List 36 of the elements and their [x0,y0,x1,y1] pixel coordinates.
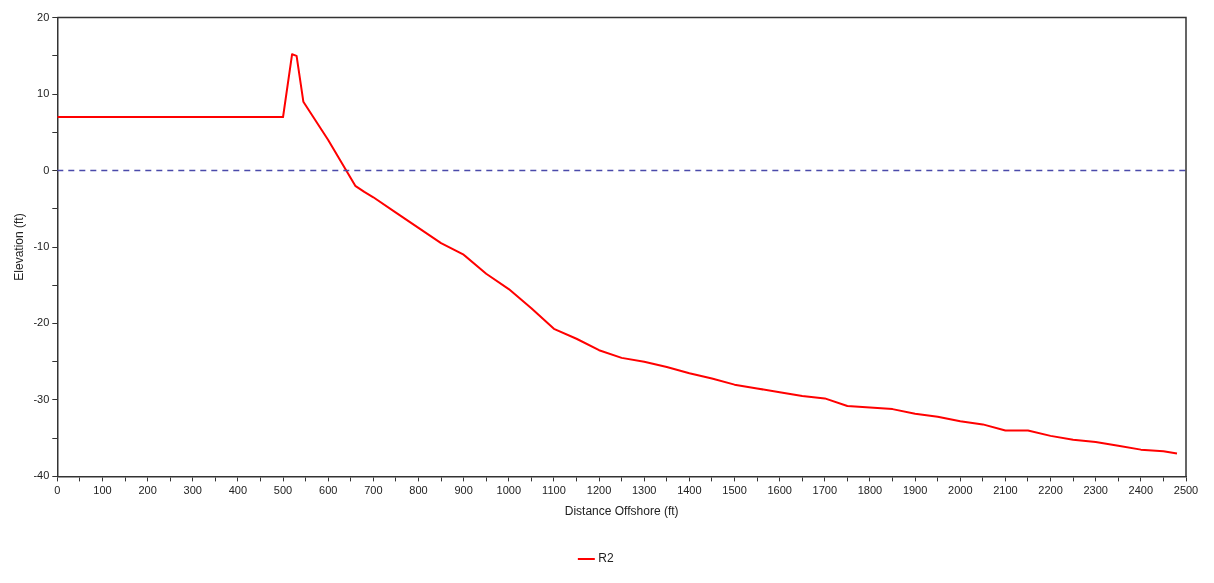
x-tick-label: 1200 [586,484,612,497]
x-tick-label: 800 [409,484,428,497]
y-tick-label: -10 [33,240,50,253]
y-tick-label: 10 [37,87,50,100]
x-tick-label: 1100 [542,484,566,497]
x-tick-label: 400 [228,484,248,497]
x-tick-label: 1500 [722,484,747,497]
y-tick-label: -20 [33,316,50,329]
x-tick-label: 1700 [812,484,838,497]
x-tick-label: 2300 [1083,484,1108,497]
x-tick-label: 1300 [631,484,657,497]
x-tick-label: 2400 [1128,484,1154,497]
x-tick-label: 900 [454,484,473,497]
x-axis-title: Distance Offshore (ft) [564,504,679,519]
y-tick-label: -30 [33,392,50,405]
x-tick-label: 2000 [948,484,973,497]
x-tick-label: 300 [183,484,202,497]
x-tick-label: 1900 [902,484,928,497]
x-tick-label: 500 [273,484,293,497]
x-tick-label: 1800 [857,484,883,497]
x-tick-label: 1600 [767,484,792,497]
x-tick-label: 0 [54,484,61,497]
x-tick-label: 1400 [677,484,702,497]
legend-label: R2 [598,551,614,566]
x-tick-label: 2500 [1173,484,1199,497]
y-tick-label: 20 [37,10,50,23]
x-tick-label: 100 [93,484,112,497]
x-tick-label: 2200 [1038,484,1063,497]
x-tick-label: 1000 [496,484,522,497]
x-tick-label: 2100 [993,484,1018,497]
x-tick-label: 200 [138,484,157,497]
y-axis-title: Elevation (ft) [11,213,26,281]
x-tick-label: 700 [364,484,383,497]
y-tick-label: -40 [33,469,50,482]
x-tick-label: 600 [319,484,338,497]
y-tick-label: 0 [43,163,50,176]
